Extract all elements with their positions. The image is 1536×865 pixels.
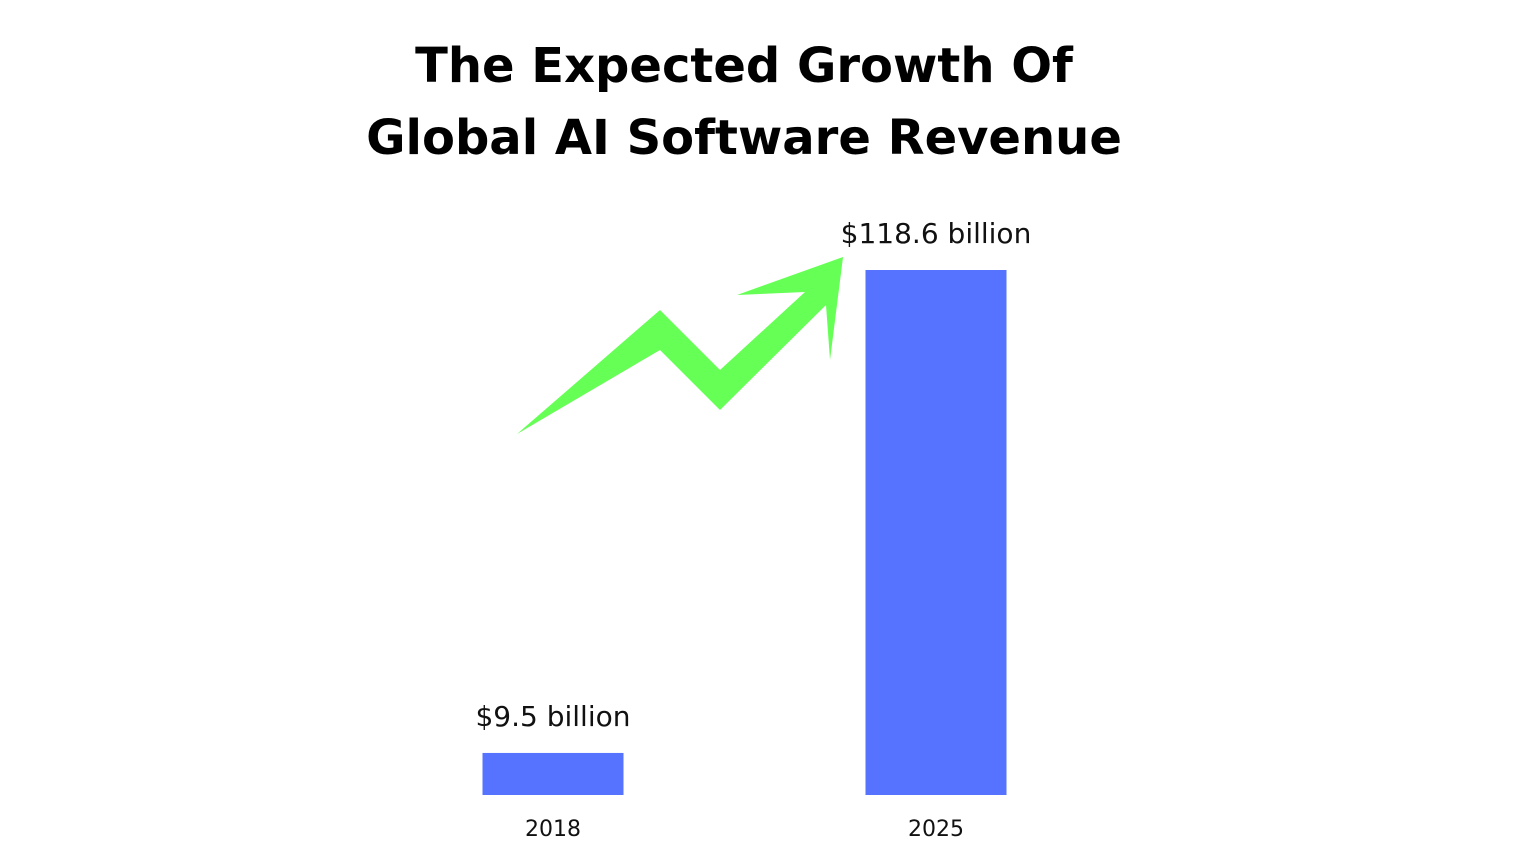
- chart-title-line-2: Global AI Software Revenue: [366, 110, 1122, 166]
- value-label-2025: $118.6 billion: [841, 217, 1032, 250]
- bar-2018: [482, 752, 624, 795]
- chart-title-line-1: The Expected Growth Of: [415, 38, 1073, 94]
- growth-arrow-icon: [517, 257, 843, 434]
- labels-layer: $9.5 billion 2018 $118.6 billion 2025: [475, 217, 1031, 842]
- x-tick-label-2018: 2018: [525, 817, 581, 842]
- x-tick-label-2025: 2025: [908, 817, 964, 842]
- bars-layer: [482, 270, 1007, 795]
- bar-2025: [865, 270, 1007, 795]
- chart-title: The Expected Growth Of Global AI Softwar…: [0, 30, 1488, 174]
- value-label-2018: $9.5 billion: [475, 700, 630, 733]
